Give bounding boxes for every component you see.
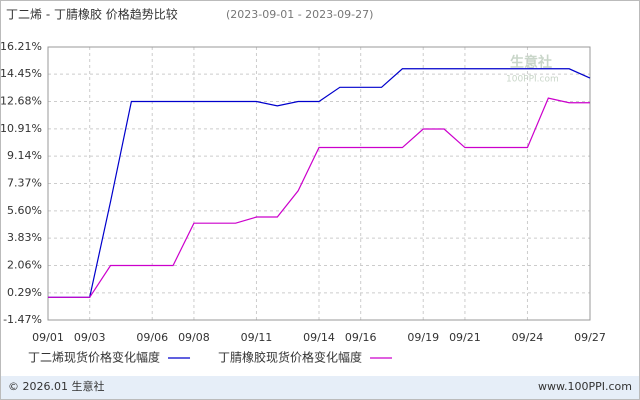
y-tick-label: 16.21%	[0, 40, 42, 53]
y-tick-label: 0.29%	[7, 286, 42, 299]
chart-title: 丁二烯 - 丁腈橡胶 价格趋势比较	[6, 7, 178, 22]
x-tick-label: 09/01	[32, 331, 64, 344]
chart-subtitle: (2023-09-01 - 2023-09-27)	[226, 8, 373, 21]
y-tick-label: 5.60%	[7, 204, 42, 217]
legend-label: 丁二烯现货价格变化幅度	[28, 350, 160, 365]
watermark: 生意社	[510, 54, 552, 71]
y-tick-label: -1.47%	[3, 313, 42, 326]
watermark-sub: 100PPI.com	[506, 75, 559, 85]
footer-band	[1, 376, 639, 399]
x-tick-label: 09/19	[407, 331, 439, 344]
plot-border	[47, 46, 591, 321]
y-tick-label: 2.06%	[7, 258, 42, 271]
x-tick-label: 09/24	[512, 331, 544, 344]
y-tick-label: 10.91%	[0, 122, 42, 135]
footer-right: www.100PPI.com	[538, 380, 632, 393]
series-line	[48, 68, 591, 298]
y-tick-label: 12.68%	[0, 95, 42, 108]
y-tick-label: 14.45%	[0, 67, 42, 80]
series-line	[48, 97, 590, 298]
x-tick-label: 09/16	[345, 331, 377, 344]
x-tick-label: 09/06	[136, 331, 168, 344]
x-tick-label: 09/03	[74, 331, 106, 344]
x-tick-label: 09/11	[241, 331, 273, 344]
x-tick-label: 09/14	[303, 331, 335, 344]
y-tick-label: 9.14%	[7, 149, 42, 162]
footer-left: © 2026.01 生意社	[8, 379, 104, 393]
y-tick-label: 3.83%	[7, 231, 42, 244]
y-tick-label: 7.37%	[7, 177, 42, 190]
x-tick-label: 09/27	[574, 331, 606, 344]
legend-label: 丁腈橡胶现货价格变化幅度	[218, 350, 362, 365]
x-tick-label: 09/21	[449, 331, 481, 344]
x-tick-label: 09/08	[178, 331, 210, 344]
